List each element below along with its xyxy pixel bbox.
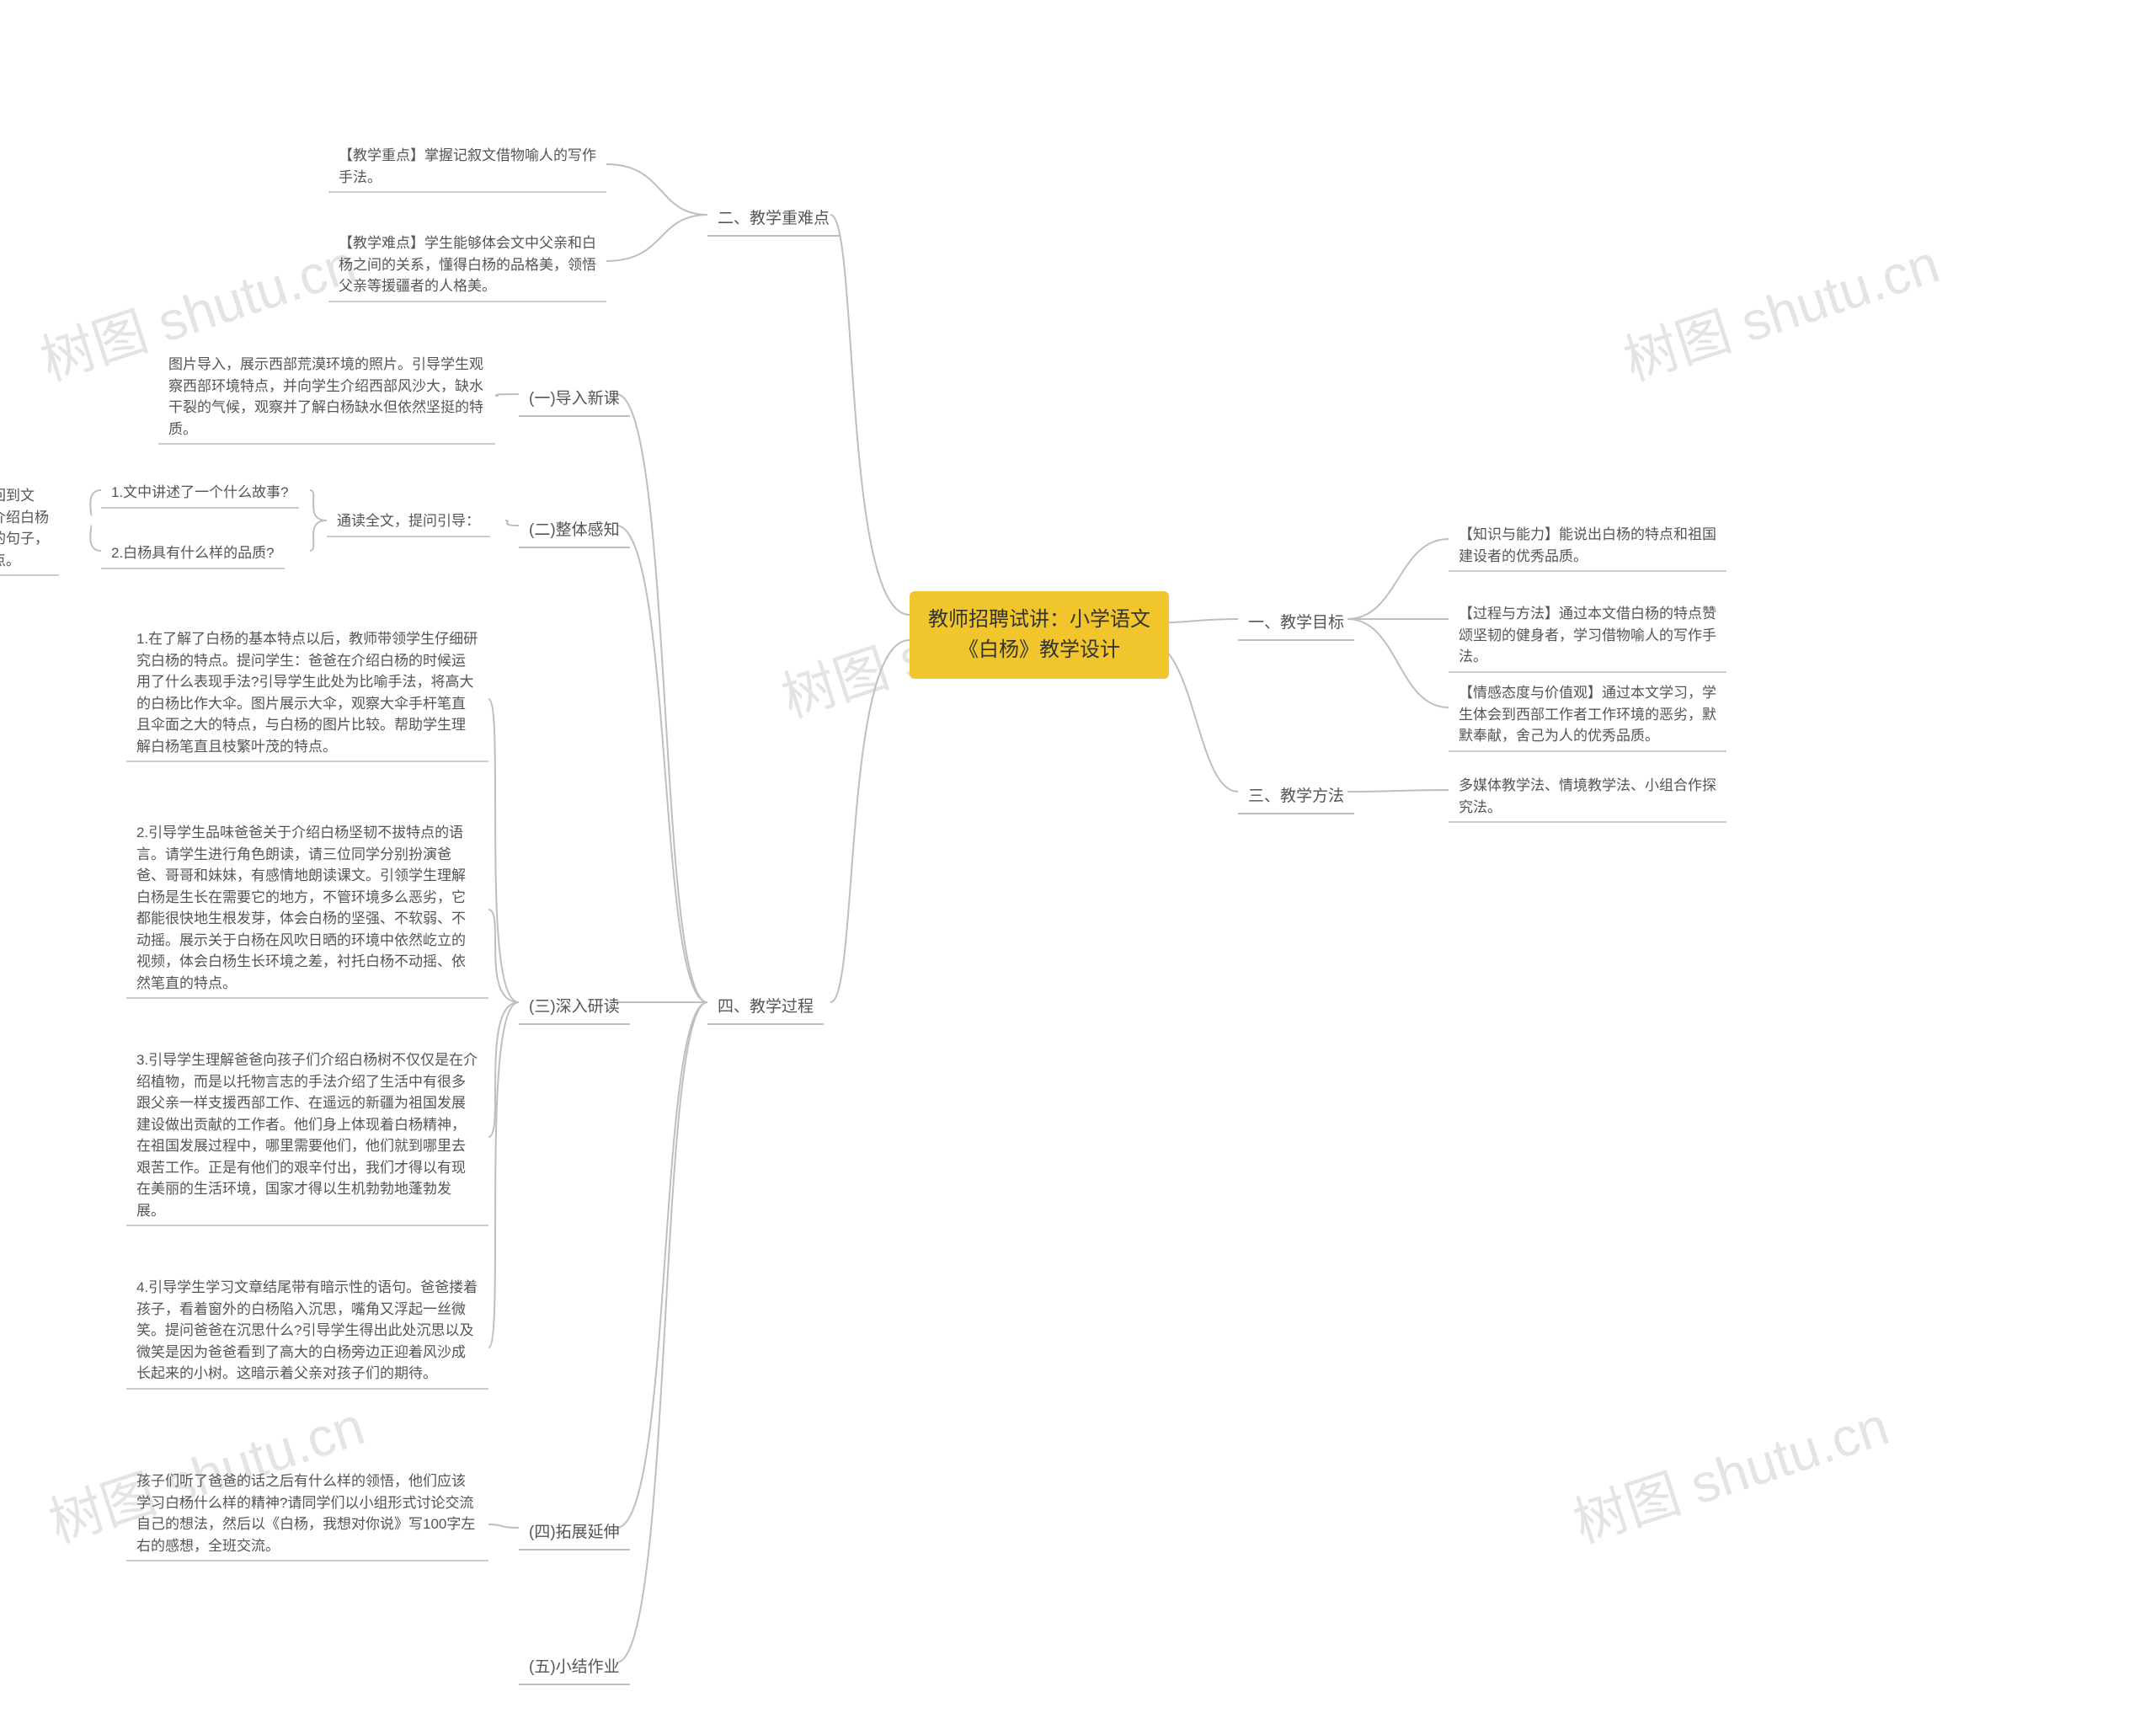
sub-extend: (四)拓展延伸 — [519, 1516, 630, 1551]
leaf-q2: 2.白杨具有什么样的品质? — [101, 537, 285, 569]
leaf-q1: 1.文中讲述了一个什么故事? — [101, 477, 299, 509]
leaf-deep-4: 4.引导学生学习文章结尾带有暗示性的语句。爸爸搂着孩子，看着窗外的白杨陷入沉思，… — [126, 1272, 488, 1390]
branch-keydiff: 二、教学重难点 — [707, 202, 840, 237]
watermark: 树图 shutu.cn — [1562, 1383, 1897, 1557]
leaf-intro: 图片导入，展示西部荒漠环境的照片。引导学生观察西部环境特点，并向学生介绍西部风沙… — [158, 349, 495, 445]
sub-deep: (三)深入研读 — [519, 990, 630, 1025]
branch-goals: 一、教学目标 — [1238, 606, 1354, 641]
leaf-goal-values: 【情感态度与价值观】通过本文学习，学生体会到西部工作者工作环境的恶劣，默默奉献，… — [1449, 677, 1726, 752]
sub-summary: (五)小结作业 — [519, 1651, 630, 1685]
center-node: 教师招聘试讲：小学语文 《白杨》教学设计 — [910, 591, 1169, 679]
leaf-q-note: 伴随这两个问题的引导学生再次回到文本，回顾父亲在火车上给孩子们介绍白杨的故事。并… — [0, 480, 59, 576]
leaf-deep-2: 2.引导学生品味爸爸关于介绍白杨坚韧不拔特点的语言。请学生进行角色朗读，请三位同… — [126, 817, 488, 999]
branch-methods: 三、教学方法 — [1238, 780, 1354, 814]
leaf-key: 【教学重点】掌握记叙文借物喻人的写作手法。 — [328, 140, 606, 193]
leaf-deep-1: 1.在了解了白杨的基本特点以后，教师带领学生仔细研究白杨的特点。提问学生：爸爸在… — [126, 623, 488, 762]
leaf-goal-process: 【过程与方法】通过本文借白杨的特点赞颂坚韧的健身者，学习借物喻人的写作手法。 — [1449, 598, 1726, 673]
watermark: 树图 shutu.cn — [1613, 221, 1947, 395]
leaf-deep-3: 3.引导学生理解爸爸向孩子们介绍白杨树不仅仅是在介绍植物，而是以托物言志的手法介… — [126, 1044, 488, 1226]
sub-intro: (一)导入新课 — [519, 382, 630, 417]
leaf-goal-knowledge: 【知识与能力】能说出白杨的特点和祖国建设者的优秀品质。 — [1449, 519, 1726, 572]
sub-perceive: (二)整体感知 — [519, 514, 630, 548]
leaf-extend: 孩子们听了爸爸的话之后有什么样的领悟，他们应该学习白杨什么样的精神?请同学们以小… — [126, 1465, 488, 1561]
leaf-diff: 【教学难点】学生能够体会文中父亲和白杨之间的关系，懂得白杨的品格美，领悟父亲等援… — [328, 227, 606, 302]
branch-process: 四、教学过程 — [707, 990, 824, 1025]
leaf-perceive-intro: 通读全文，提问引导： — [327, 505, 490, 537]
leaf-methods: 多媒体教学法、情境教学法、小组合作探究法。 — [1449, 770, 1726, 823]
